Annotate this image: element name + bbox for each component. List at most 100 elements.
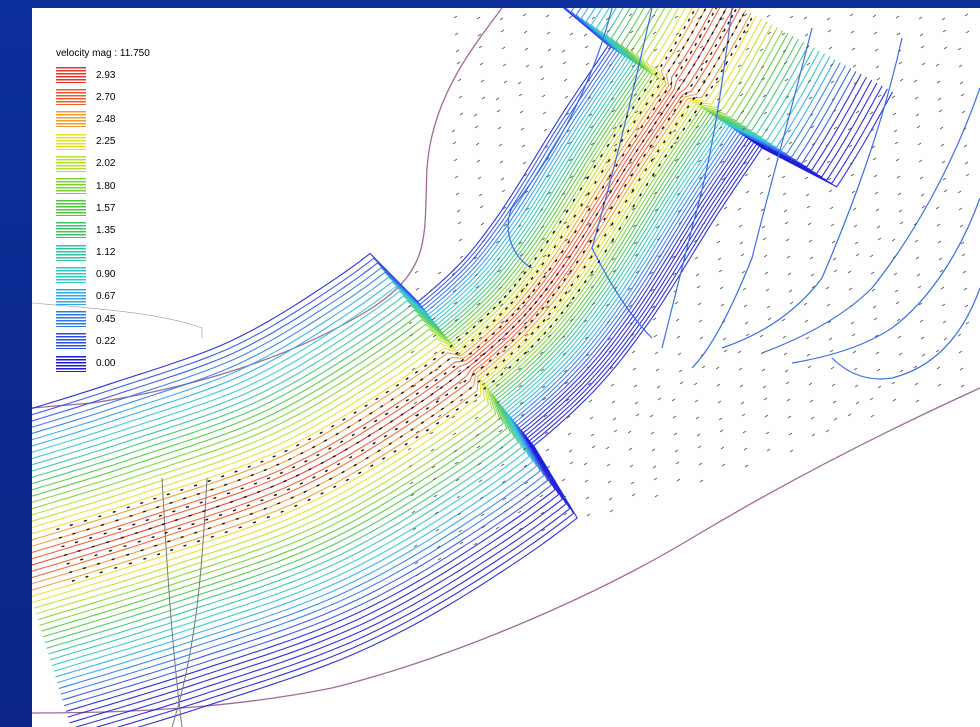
core-vector [675,73,678,78]
core-vector [381,457,386,460]
velocity-vector [676,478,681,482]
core-vector [210,488,214,491]
velocity-vector [940,286,945,290]
velocity-vector [525,64,530,68]
velocity-vector [937,240,942,244]
core-vector [140,549,144,552]
velocity-vector [694,256,699,260]
core-vector [486,372,490,376]
velocity-vector [590,285,595,289]
velocity-vector [590,142,595,146]
core-vector [714,8,717,10]
velocity-vector [414,270,419,274]
contour-line [116,88,888,727]
core-vector [420,399,424,403]
velocity-vector [633,93,638,97]
velocity-vector [745,333,750,337]
core-vector [491,332,495,336]
core-vector [89,536,93,540]
velocity-vector [760,351,765,355]
core-vector [253,482,258,485]
core-vector [738,19,742,23]
velocity-vector [500,177,505,181]
velocity-vector [544,145,549,149]
velocity-vector [564,381,569,385]
core-vector [307,498,311,502]
core-vector [498,312,503,316]
velocity-vector [458,529,463,533]
velocity-vector [497,126,502,130]
velocity-vector [935,63,940,67]
contour-line [32,18,763,603]
velocity-vector [627,287,632,291]
core-vector [649,80,653,84]
velocity-vector [742,144,747,148]
core-vector [656,149,660,153]
velocity-vector [546,31,551,35]
velocity-vector [963,144,968,148]
velocity-vector [833,269,838,273]
core-vector [660,112,663,116]
velocity-vector [893,272,898,276]
velocity-vector [655,77,660,81]
velocity-vector [650,145,655,149]
core-vector [58,536,63,539]
velocity-vector [719,286,724,290]
velocity-vector [672,415,677,419]
core-vector [551,293,555,297]
velocity-vector [498,286,503,290]
velocity-vector [589,273,594,277]
core-vector [365,456,369,460]
core-vector [577,288,581,292]
velocity-vector [630,190,635,194]
core-vector [435,421,440,425]
velocity-vector [475,142,480,146]
velocity-vector [547,191,552,195]
velocity-vector [965,173,970,177]
core-vector [180,488,184,492]
velocity-vector [784,369,789,373]
core-vector [205,518,209,521]
velocity-vector [766,157,771,161]
velocity-vector [519,401,524,405]
contour-line [51,50,820,667]
core-vector [324,469,329,473]
core-vector [563,278,567,282]
core-vector [510,352,514,356]
velocity-vector [497,417,502,421]
core-vector [459,393,463,397]
core-vector [260,460,264,463]
core-vector [702,80,706,84]
velocity-vector [695,125,700,129]
velocity-vector [454,461,459,465]
legend-row: 1.80 [56,175,115,197]
velocity-vector [567,289,572,293]
core-vector [474,359,478,363]
contour-line [64,71,857,707]
velocity-vector [629,321,634,325]
velocity-vector [717,257,722,261]
velocity-vector [720,446,725,450]
core-vector [694,110,697,114]
core-vector [623,183,627,188]
core-vector [683,25,686,30]
core-vector [632,204,636,208]
core-vector [645,102,649,106]
velocity-vector [480,79,485,83]
legend-label: 1.12 [96,247,116,259]
velocity-vector [828,46,833,50]
velocity-vector [720,303,725,307]
velocity-vector [811,433,816,437]
velocity-vector [871,288,876,292]
core-vector [644,168,648,172]
core-vector [720,69,724,73]
core-vector [725,60,729,65]
velocity-vector [540,225,545,229]
velocity-vector [542,111,547,115]
velocity-vector [524,481,529,485]
core-vector [654,121,657,125]
velocity-vector [473,399,478,403]
core-vector [349,455,353,459]
velocity-vector [591,159,596,163]
velocity-vector [473,256,478,260]
